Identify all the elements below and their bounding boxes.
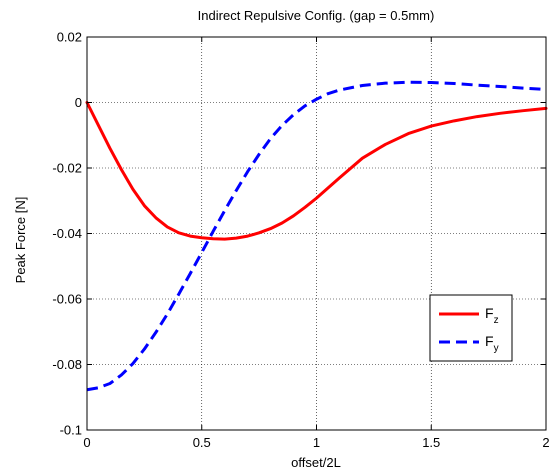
y-tick-label: 0 (75, 95, 82, 110)
y-axis-label: Peak Force [N] (13, 197, 28, 284)
x-axis-label: offset/2L (291, 455, 341, 470)
grid (87, 37, 546, 430)
y-tick-label: -0.02 (52, 161, 82, 176)
x-tick-label: 0 (83, 435, 90, 450)
y-tick-label: -0.1 (60, 423, 82, 438)
x-tick-label: 1.5 (422, 435, 440, 450)
y-tick-label: 0.02 (57, 30, 82, 45)
y-tick-label: -0.08 (52, 357, 82, 372)
chart-title: Indirect Repulsive Config. (gap = 0.5mm) (198, 8, 435, 23)
series-line-y (86, 80, 547, 392)
y-tick-label: -0.06 (52, 292, 82, 307)
x-tick-label: 2 (542, 435, 549, 450)
x-tick-label: 1 (313, 435, 320, 450)
y-tick-label: -0.04 (52, 226, 82, 241)
axis-ticks: 0 0.5 1 1.5 2 0.02 0 -0.02 -0.04 -0.06 -0.08 -0.1 (52, 30, 549, 451)
series-group (85, 80, 548, 392)
series-line-z (85, 101, 548, 241)
x-tick-label: 0.5 (193, 435, 211, 450)
legend-box (429, 294, 513, 362)
